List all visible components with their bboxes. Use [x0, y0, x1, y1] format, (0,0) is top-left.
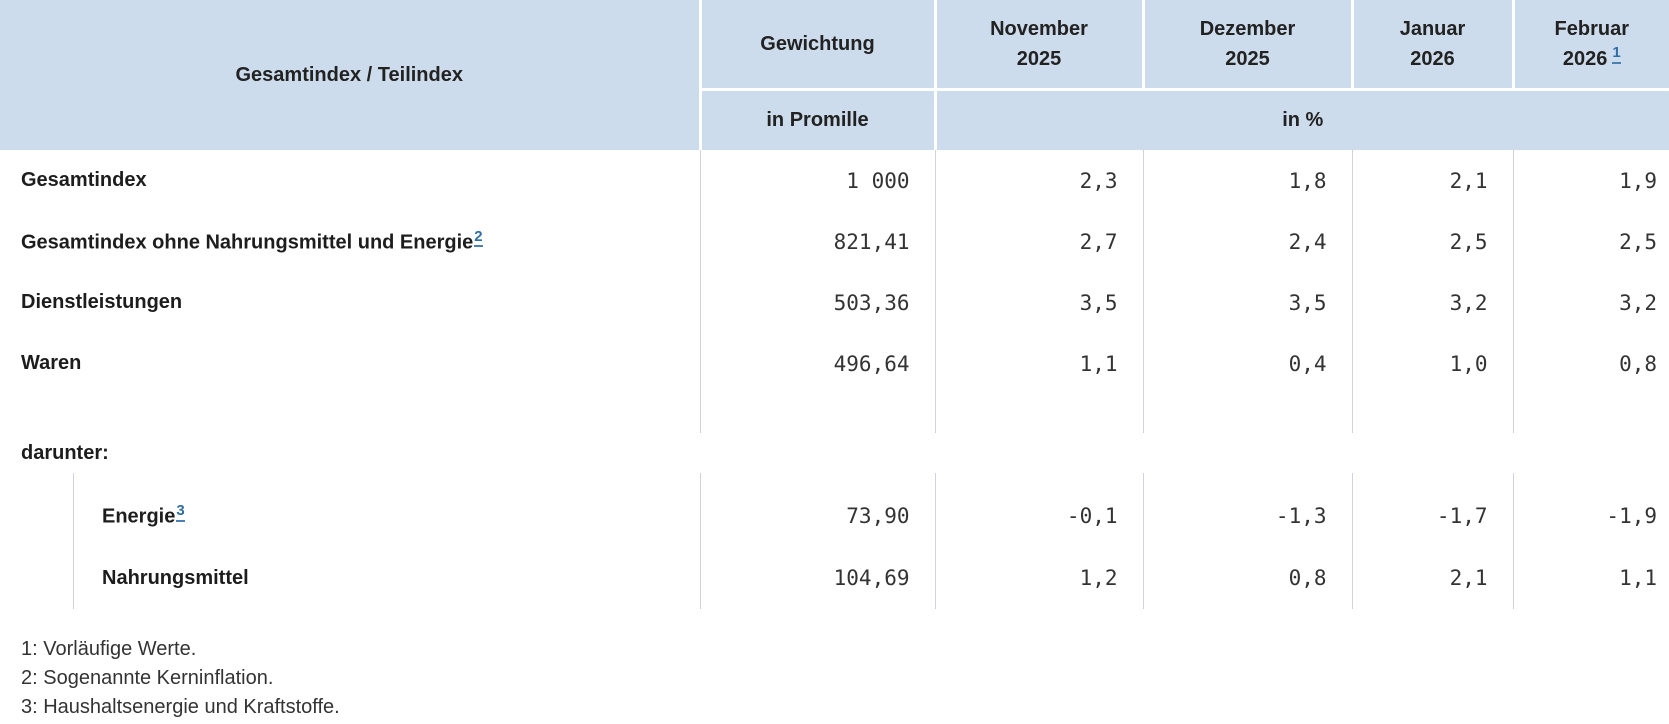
darunter-row: darunter: [0, 433, 1669, 473]
weight-unit-header: in Promille [698, 88, 935, 150]
month-name: Februar [1554, 18, 1629, 40]
value-dezember: 0,4 [1142, 333, 1352, 394]
month-name: Januar [1399, 18, 1466, 40]
footnote-1: 1: Vorläufige Werte. [21, 638, 197, 660]
table-row-gesamtindex: Gesamtindex 1 000 2,3 1,8 2,1 1,9 [0, 150, 1669, 211]
row-label: Waren [21, 352, 82, 374]
value-november: -0,1 [934, 473, 1143, 547]
sub-rows: Energie3 73,90 -0,1 -1,3 -1,7 -1,9 Nahru… [0, 473, 1669, 609]
row-label: Energie3 [0, 473, 700, 547]
weight-value: 821,41 [699, 211, 935, 272]
value-februar: 3,2 [1512, 272, 1669, 333]
weight-column-header: Gewichtung [698, 0, 935, 90]
table-row-nahrungsmittel: Nahrungsmittel 104,69 1,2 0,8 2,1 1,1 [0, 547, 1669, 609]
month-year: 2026 [1410, 48, 1455, 70]
weight-value: 104,69 [699, 547, 935, 609]
footnote-2: 2: Sogenannte Kerninflation. [21, 667, 274, 689]
month-header-januar: Januar 2026 [1350, 0, 1513, 90]
table-row-kerninflation: Gesamtindex ohne Nahrungsmittel und Ener… [0, 211, 1669, 272]
value-dezember: 1,8 [1142, 150, 1352, 211]
value-november: 2,3 [934, 150, 1143, 211]
value-februar: 2,5 [1512, 211, 1669, 272]
value-januar: 2,1 [1351, 150, 1513, 211]
table-row-dienstleistungen: Dienstleistungen 503,36 3,5 3,5 3,2 3,2 [0, 272, 1669, 333]
table-row-energie: Energie3 73,90 -0,1 -1,3 -1,7 -1,9 [0, 473, 1669, 547]
value-februar: 0,8 [1512, 333, 1669, 394]
weight-value: 1 000 [699, 150, 935, 211]
value-november: 3,5 [934, 272, 1143, 333]
month-year: 2025 [1225, 48, 1270, 70]
table-header: Gesamtindex / Teilindex Gewichtung Novem… [0, 0, 1669, 150]
value-januar: -1,7 [1351, 473, 1513, 547]
value-dezember: -1,3 [1142, 473, 1352, 547]
percent-unit-header: in % [933, 88, 1669, 150]
weight-value: 503,36 [699, 272, 935, 333]
value-februar: -1,9 [1512, 473, 1669, 547]
value-januar: 1,0 [1351, 333, 1513, 394]
value-dezember: 3,5 [1142, 272, 1352, 333]
darunter-label: darunter: [21, 441, 109, 464]
value-dezember: 2,4 [1142, 211, 1352, 272]
month-header-november: November 2025 [933, 0, 1143, 90]
value-januar: 2,1 [1351, 547, 1513, 609]
footnote-1-link[interactable]: 1 [1612, 45, 1621, 65]
weight-value: 73,90 [699, 473, 935, 547]
row-label: Gesamtindex ohne Nahrungsmittel und Ener… [21, 227, 483, 254]
row-label: Gesamtindex [21, 169, 147, 191]
table-row-waren: Waren 496,64 1,1 0,4 1,0 0,8 [0, 333, 1669, 394]
value-februar: 1,1 [1512, 547, 1669, 609]
month-year: 2026 [1562, 48, 1608, 70]
value-november: 1,2 [934, 547, 1143, 609]
value-februar: 1,9 [1512, 150, 1669, 211]
weight-value: 496,64 [699, 333, 935, 394]
spacer-row [0, 394, 1669, 433]
month-name: Dezember [1199, 18, 1296, 40]
darunter-section: darunter: [0, 433, 1669, 473]
month-year: 2025 [1016, 48, 1062, 70]
row-label: Nahrungsmittel [0, 547, 700, 609]
month-name: November [990, 18, 1088, 40]
value-dezember: 0,8 [1142, 547, 1352, 609]
value-november: 1,1 [934, 333, 1143, 394]
value-november: 2,7 [934, 211, 1143, 272]
footnote-3-link[interactable]: 3 [176, 503, 185, 522]
month-header-februar: Februar 2026 1 [1511, 0, 1669, 90]
month-header-dezember: Dezember 2025 [1141, 0, 1352, 90]
corner-header: Gesamtindex / Teilindex [0, 0, 700, 150]
footnotes: 1: Vorläufige Werte. 2: Sogenannte Kerni… [0, 635, 1669, 722]
row-label: Dienstleistungen [21, 291, 183, 313]
footnote-2-link[interactable]: 2 [474, 228, 483, 248]
footnote-3: 3: Haushaltsenergie und Kraftstoffe. [21, 696, 340, 718]
value-januar: 2,5 [1351, 211, 1513, 272]
value-januar: 3,2 [1351, 272, 1513, 333]
cpi-index-table: Gesamtindex / Teilindex Gewichtung Novem… [0, 0, 1669, 609]
main-rows: Gesamtindex 1 000 2,3 1,8 2,1 1,9 Gesamt… [0, 150, 1669, 433]
